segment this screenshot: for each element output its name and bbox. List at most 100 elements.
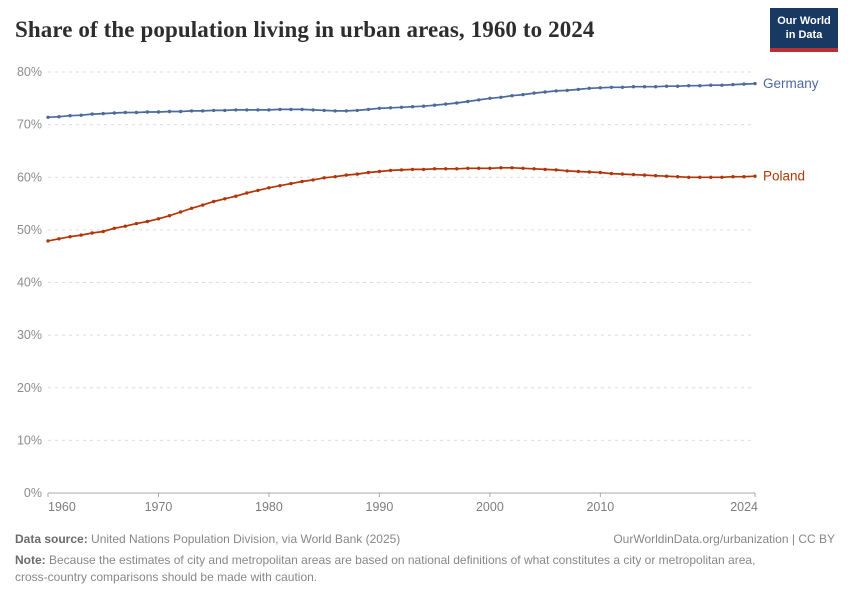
- data-point-poland: [90, 231, 94, 235]
- data-point-poland: [421, 167, 426, 172]
- y-tick-label: 80%: [17, 65, 42, 79]
- owid-logo[interactable]: Our World in Data: [770, 8, 838, 52]
- data-point-poland: [57, 237, 61, 241]
- data-point-germany: [698, 84, 702, 88]
- x-tick-label: 1990: [366, 500, 394, 514]
- data-point-germany: [753, 81, 757, 86]
- data-point-germany: [123, 110, 128, 115]
- data-point-germany: [278, 107, 282, 112]
- y-tick-label: 30%: [17, 328, 42, 342]
- data-point-poland: [543, 167, 547, 172]
- data-point-germany: [543, 90, 547, 94]
- y-tick-label: 20%: [17, 381, 42, 395]
- data-point-poland: [212, 199, 216, 204]
- data-point-poland: [46, 239, 50, 243]
- y-tick-label: 50%: [17, 223, 42, 237]
- data-point-poland: [576, 169, 580, 174]
- chart-footer: Data source: United Nations Population D…: [15, 531, 835, 585]
- series-label-germany: Germany: [763, 76, 819, 91]
- owid-url-link[interactable]: OurWorldinData.org/urbanization | CC BY: [613, 532, 835, 546]
- data-point-germany: [189, 109, 194, 113]
- data-point-poland: [532, 167, 536, 171]
- data-point-poland: [178, 210, 183, 214]
- data-point-poland: [565, 169, 569, 173]
- data-point-poland: [101, 229, 105, 234]
- data-point-germany: [388, 106, 393, 110]
- data-point-poland: [731, 175, 735, 179]
- data-point-germany: [477, 98, 481, 102]
- data-point-germany: [366, 107, 371, 112]
- data-point-poland: [256, 188, 260, 193]
- data-point-poland: [664, 174, 669, 178]
- data-point-germany: [587, 86, 591, 91]
- data-point-poland: [68, 235, 72, 239]
- data-point-germany: [355, 108, 359, 113]
- data-source-label: Data source:: [15, 532, 88, 546]
- data-point-poland: [333, 175, 337, 179]
- data-point-germany: [311, 108, 315, 112]
- data-point-germany: [223, 108, 227, 113]
- data-point-poland: [145, 219, 150, 224]
- data-point-poland: [112, 226, 117, 230]
- data-point-poland: [245, 191, 249, 195]
- data-point-poland: [410, 167, 415, 172]
- data-point-poland: [620, 172, 625, 176]
- data-point-poland: [300, 179, 304, 184]
- data-point-germany: [565, 88, 569, 93]
- x-tick-label: 1970: [145, 500, 173, 514]
- data-point-poland: [355, 172, 359, 176]
- data-point-poland: [477, 166, 481, 170]
- data-point-poland: [388, 168, 393, 173]
- data-point-germany: [576, 87, 580, 92]
- data-point-germany: [731, 82, 735, 87]
- data-point-germany: [167, 109, 172, 114]
- data-point-germany: [256, 108, 260, 112]
- x-tick-label: 2024: [730, 500, 758, 514]
- data-point-poland: [123, 224, 128, 228]
- data-point-poland: [698, 175, 702, 179]
- data-point-germany: [421, 104, 426, 108]
- data-point-poland: [366, 170, 371, 175]
- data-point-germany: [709, 83, 713, 87]
- data-point-poland: [399, 168, 404, 172]
- data-point-germany: [466, 99, 470, 104]
- data-point-poland: [676, 175, 680, 179]
- data-point-poland: [753, 174, 757, 178]
- x-tick-label: 1960: [48, 500, 76, 514]
- data-point-germany: [112, 111, 117, 115]
- data-source-text: United Nations Population Division, via …: [87, 532, 401, 546]
- data-point-germany: [289, 107, 293, 112]
- data-point-germany: [742, 82, 746, 86]
- data-point-poland: [466, 166, 470, 170]
- x-tick-label: 1980: [255, 500, 283, 514]
- data-point-poland: [377, 169, 382, 174]
- data-point-germany: [598, 86, 602, 90]
- data-point-germany: [145, 110, 150, 114]
- data-point-germany: [178, 109, 183, 114]
- data-point-poland: [289, 181, 293, 186]
- data-point-germany: [676, 84, 680, 88]
- data-point-poland: [499, 166, 503, 170]
- source-row: Data source: United Nations Population D…: [15, 531, 835, 548]
- data-point-poland: [234, 194, 238, 198]
- data-point-germany: [90, 112, 94, 116]
- data-point-germany: [68, 114, 72, 118]
- data-point-germany: [455, 101, 459, 105]
- data-point-poland: [455, 167, 459, 171]
- y-tick-label: 0%: [24, 486, 42, 500]
- data-point-poland: [631, 172, 636, 177]
- data-point-poland: [322, 176, 326, 180]
- data-point-germany: [267, 108, 271, 112]
- y-tick-label: 60%: [17, 170, 42, 184]
- data-point-poland: [510, 166, 514, 170]
- data-point-poland: [554, 168, 558, 172]
- data-point-germany: [410, 105, 415, 109]
- data-point-germany: [212, 108, 216, 113]
- data-point-poland: [432, 167, 437, 171]
- x-tick-label: 2010: [586, 500, 614, 514]
- data-point-germany: [653, 85, 658, 89]
- data-point-germany: [344, 109, 348, 113]
- data-point-germany: [620, 85, 625, 90]
- data-point-germany: [664, 84, 669, 88]
